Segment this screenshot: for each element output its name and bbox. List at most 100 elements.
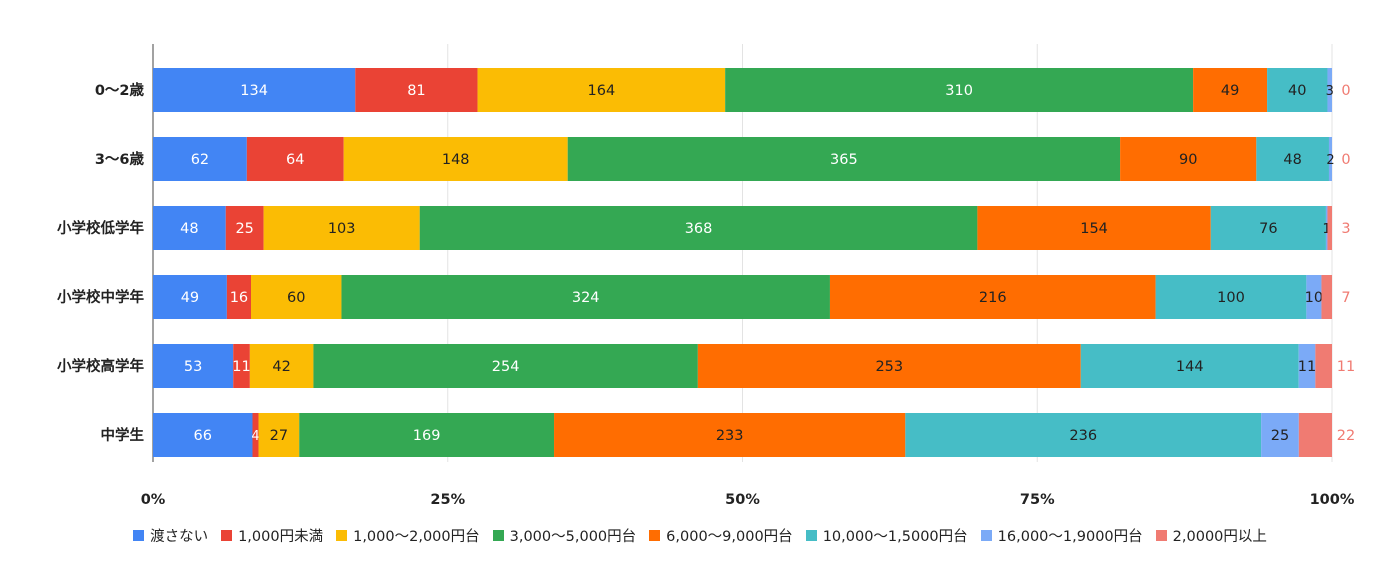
bar-segment bbox=[1327, 206, 1332, 250]
data-label: 2 bbox=[1326, 153, 1334, 168]
legend-swatch bbox=[492, 529, 504, 541]
bar-segment bbox=[153, 344, 234, 388]
bar-segment bbox=[313, 344, 698, 388]
bar-segment bbox=[567, 137, 1121, 181]
legend-label: 10,000〜1,5000円台 bbox=[822, 528, 968, 545]
data-label: 48 bbox=[1283, 152, 1301, 168]
bar-segment bbox=[1080, 344, 1299, 388]
bar-segment bbox=[1306, 275, 1322, 319]
data-label: 1 bbox=[1323, 222, 1331, 237]
bar-segment bbox=[697, 344, 1081, 388]
bar-segment bbox=[299, 413, 555, 457]
legend-label: 1,000円未満 bbox=[238, 528, 324, 545]
data-label: 0 bbox=[1341, 152, 1350, 168]
legend-item: 6,000〜9,000円台 bbox=[649, 525, 793, 546]
data-label: 42 bbox=[272, 359, 290, 375]
legend-swatch bbox=[1155, 529, 1167, 541]
bar-segment bbox=[1321, 275, 1332, 319]
legend-swatch bbox=[805, 529, 817, 541]
data-label: 62 bbox=[191, 152, 209, 168]
bar-segment bbox=[153, 206, 226, 250]
bar-segment bbox=[477, 68, 726, 112]
bar-segment bbox=[341, 275, 830, 319]
data-label: 233 bbox=[716, 428, 744, 444]
y-category-label: 小学校高学年 bbox=[57, 357, 144, 375]
data-label: 76 bbox=[1259, 221, 1277, 237]
data-label: 48 bbox=[180, 221, 198, 237]
bar-segment bbox=[905, 413, 1262, 457]
bar-segment bbox=[1193, 68, 1268, 112]
y-category-label: 中学生 bbox=[101, 426, 145, 444]
legend-swatch bbox=[221, 529, 233, 541]
legend-label: 1,000〜2,000円台 bbox=[353, 528, 480, 545]
data-label: 148 bbox=[442, 152, 470, 168]
bar-segment bbox=[153, 413, 253, 457]
data-label: 40 bbox=[1288, 83, 1306, 99]
data-label: 216 bbox=[979, 290, 1007, 306]
bar-segment bbox=[554, 413, 906, 457]
bar-segment bbox=[1210, 206, 1326, 250]
legend-swatch bbox=[649, 529, 661, 541]
data-label: 64 bbox=[286, 152, 304, 168]
bar-segment bbox=[1298, 413, 1332, 457]
data-label: 169 bbox=[413, 428, 441, 444]
bar-segment bbox=[263, 206, 420, 250]
data-label: 3 bbox=[1341, 221, 1350, 237]
y-category-label: 3〜6歳 bbox=[95, 150, 145, 168]
bar-segment bbox=[153, 275, 227, 319]
bar-segment bbox=[355, 68, 478, 112]
data-label: 154 bbox=[1080, 221, 1108, 237]
bar-segment bbox=[249, 344, 314, 388]
data-label: 4 bbox=[251, 429, 259, 444]
data-label: 25 bbox=[235, 221, 253, 237]
bar-segment bbox=[153, 137, 247, 181]
data-label: 324 bbox=[572, 290, 600, 306]
data-label: 27 bbox=[270, 428, 288, 444]
x-tick-label: 100% bbox=[1310, 492, 1355, 508]
data-label: 25 bbox=[1271, 428, 1289, 444]
x-tick-label: 25% bbox=[430, 492, 465, 508]
data-label: 66 bbox=[194, 428, 212, 444]
y-category-label: 0〜2歳 bbox=[95, 81, 145, 99]
data-label: 81 bbox=[407, 83, 425, 99]
data-label: 11 bbox=[232, 359, 250, 375]
bar-segment bbox=[250, 275, 342, 319]
x-tick-label: 0% bbox=[141, 492, 166, 508]
data-label: 3 bbox=[1326, 84, 1334, 99]
legend-label: 渡さない bbox=[150, 528, 209, 545]
legend-item: 2,0000円以上 bbox=[1155, 525, 1267, 546]
legend-item: 渡さない bbox=[133, 525, 208, 546]
data-label: 236 bbox=[1069, 428, 1097, 444]
data-label: 164 bbox=[588, 83, 616, 99]
data-label: 100 bbox=[1217, 290, 1245, 306]
data-label: 254 bbox=[492, 359, 520, 375]
stacked-bar-chart: 0% 25% 50% 75% 100%0〜2歳 134 81 164 310 49 40 3 03〜6歳… bbox=[57, 44, 1355, 508]
data-label: 7 bbox=[1341, 290, 1350, 306]
x-tick-label: 75% bbox=[1020, 492, 1055, 508]
data-label: 53 bbox=[184, 359, 202, 375]
legend-item: 16,000〜1,9000円台 bbox=[980, 525, 1143, 546]
legend-item: 1,000〜2,000円台 bbox=[336, 525, 480, 546]
data-label: 60 bbox=[287, 290, 305, 306]
bar-segment bbox=[1155, 275, 1307, 319]
bar-segment bbox=[1120, 137, 1257, 181]
bar-segment bbox=[226, 275, 251, 319]
legend-label: 16,000〜1,9000円台 bbox=[997, 528, 1143, 545]
bar-segment bbox=[1256, 137, 1329, 181]
legend: 渡さない 1,000円未満 1,000〜2,000円台 3,000〜5,000円台 6,… bbox=[0, 522, 1400, 548]
legend-label: 3,000〜5,000円台 bbox=[509, 528, 637, 545]
data-label: 11 bbox=[1298, 359, 1316, 375]
data-label: 103 bbox=[328, 221, 356, 237]
y-category-label: 小学校低学年 bbox=[57, 219, 144, 237]
data-label: 16 bbox=[230, 290, 248, 306]
data-label: 90 bbox=[1179, 152, 1197, 168]
legend-item: 3,000〜5,000円台 bbox=[492, 525, 637, 546]
bar-segment bbox=[1261, 413, 1299, 457]
bar-segment bbox=[233, 344, 250, 388]
legend-swatch bbox=[980, 529, 992, 541]
bar-segment bbox=[343, 137, 568, 181]
bar-segment bbox=[1328, 137, 1332, 181]
bar-segment bbox=[1267, 68, 1328, 112]
data-label: 365 bbox=[830, 152, 858, 168]
data-label: 310 bbox=[945, 83, 973, 99]
